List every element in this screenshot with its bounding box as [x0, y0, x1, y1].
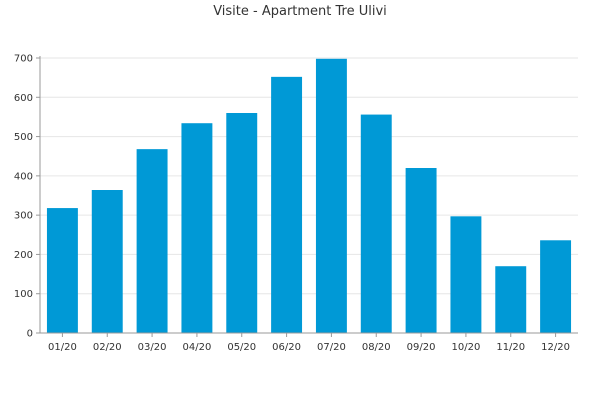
y-tick-labels: 0 100 200 300 400 500 600 700 — [14, 54, 40, 340]
bar-10-20[interactable] — [450, 216, 482, 333]
x-tick-label: 07/20 — [317, 342, 346, 353]
x-tick-label: 09/20 — [407, 342, 436, 353]
x-tick-label: 10/20 — [452, 342, 481, 353]
x-tick-label: 06/20 — [272, 342, 301, 353]
x-tick-label: 04/20 — [183, 342, 212, 353]
axes — [39, 56, 578, 334]
y-tick-label: 300 — [14, 211, 33, 222]
y-tick-label: 200 — [14, 250, 33, 261]
x-tick-label: 02/20 — [93, 342, 122, 353]
x-tick-label: 01/20 — [48, 342, 77, 353]
y-tick-label: 400 — [14, 171, 33, 182]
bar-07-20[interactable] — [315, 58, 347, 334]
y-tick-label: 600 — [14, 93, 33, 104]
bar-09-20[interactable] — [405, 168, 437, 333]
bar-11-20[interactable] — [495, 266, 527, 333]
x-tick-label: 03/20 — [138, 342, 167, 353]
chart-title: Visite - Apartment Tre Ulivi — [213, 4, 387, 19]
bar-12-20[interactable] — [540, 240, 572, 333]
x-tick-label: 11/20 — [496, 342, 525, 353]
y-tick-label: 700 — [14, 54, 33, 65]
bar-01-20[interactable] — [46, 208, 78, 333]
x-tick-label: 08/20 — [362, 342, 391, 353]
y-tick-label: 0 — [27, 329, 33, 340]
y-tick-label: 500 — [14, 132, 33, 143]
bar-06-20[interactable] — [271, 76, 303, 333]
x-tick-label: 05/20 — [227, 342, 256, 353]
bar-04-20[interactable] — [181, 123, 213, 333]
bar-08-20[interactable] — [360, 114, 392, 333]
bar-05-20[interactable] — [226, 113, 258, 333]
bar-03-20[interactable] — [136, 149, 168, 333]
x-tick-label: 12/20 — [541, 342, 570, 353]
bars — [46, 58, 572, 334]
y-tick-label: 100 — [14, 289, 33, 300]
bar-02-20[interactable] — [91, 190, 123, 333]
x-tick-labels: 01/20 02/20 03/20 04/20 05/20 06/20 07/20 08/20… — [48, 333, 570, 353]
gridlines — [40, 57, 578, 295]
